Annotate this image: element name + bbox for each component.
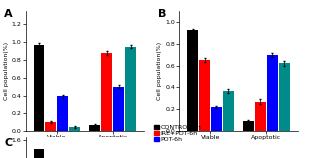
Bar	[199, 60, 210, 131]
Bar	[89, 125, 100, 131]
Text: C: C	[4, 138, 12, 148]
Bar	[187, 30, 198, 131]
Text: B: B	[158, 9, 166, 19]
Bar	[34, 149, 44, 158]
Bar	[125, 47, 136, 131]
Bar	[211, 107, 222, 131]
Bar	[255, 102, 266, 131]
Legend: CONTROL-0h, IRE+PDT-0h, POT-0h, IRE-0h: CONTROL-0h, IRE+PDT-0h, POT-0h, IRE-0h	[204, 14, 253, 39]
Bar	[69, 127, 80, 131]
Bar	[34, 45, 44, 131]
Bar	[101, 53, 112, 131]
Bar	[45, 122, 56, 131]
Bar	[267, 55, 278, 131]
Y-axis label: Cell population(%): Cell population(%)	[4, 42, 9, 100]
Text: A: A	[4, 9, 13, 19]
Bar	[243, 121, 254, 131]
Y-axis label: Cell population(%): Cell population(%)	[157, 42, 162, 100]
Legend: CONTROL-6h, IRE+PDT-6h, POT-6h: CONTROL-6h, IRE+PDT-6h, POT-6h	[153, 124, 202, 143]
Bar	[279, 64, 290, 131]
Bar	[113, 87, 124, 131]
Bar	[57, 96, 68, 131]
Bar	[223, 91, 234, 131]
